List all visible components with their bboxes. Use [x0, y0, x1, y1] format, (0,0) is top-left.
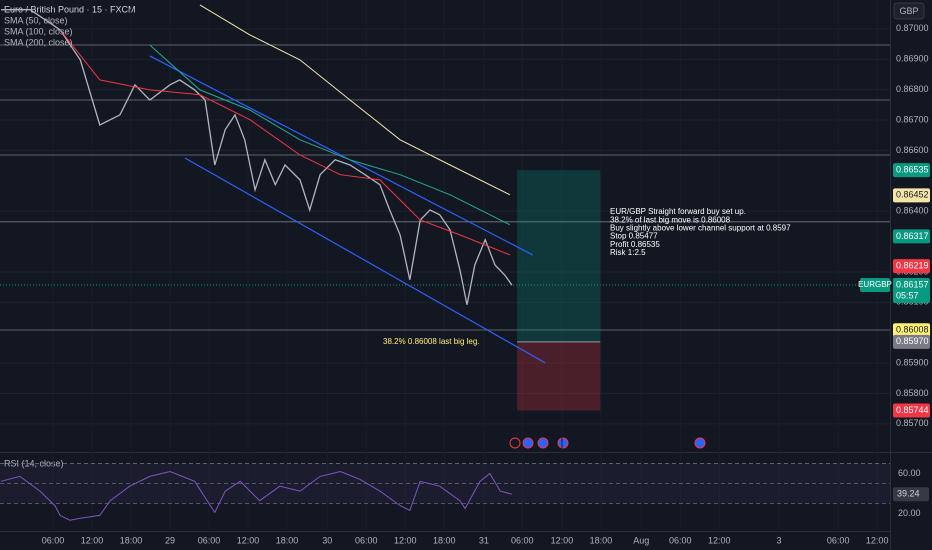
price-label-bg [893, 163, 930, 178]
x-tick-label: 06:00 [198, 535, 221, 545]
event-icon[interactable] [509, 437, 521, 449]
y-tick-label: 0.86900 [896, 54, 929, 64]
legend-entry: SMA (100, close) [4, 26, 73, 36]
y-tick-label: 0.85800 [896, 388, 929, 398]
y-tick-label: 0.86400 [896, 206, 929, 216]
price-label-bg [893, 188, 930, 203]
rsi-title: RSI (14, close) [4, 458, 64, 468]
price-label-bg [893, 323, 930, 338]
event-icon[interactable] [557, 437, 569, 449]
price-label-bg [893, 334, 930, 349]
x-tick-label: 18:00 [433, 535, 456, 545]
x-tick-label: 06:00 [42, 535, 65, 545]
profit-zone [517, 170, 601, 342]
event-icon[interactable] [537, 437, 549, 449]
x-tick-label: 12:00 [81, 535, 104, 545]
price-label: 0.85970 [896, 336, 929, 346]
x-tick-label: 29 [165, 535, 175, 545]
x-tick-label: 12:00 [237, 535, 260, 545]
annotation-text: Buy slightly above lower channel support… [610, 224, 791, 233]
x-tick-label: 06:00 [669, 535, 692, 545]
series-line [1, 9, 513, 305]
annotation-text: Profit 0.86535 [610, 240, 660, 249]
grid [0, 28, 890, 425]
x-tick-label: 31 [479, 535, 489, 545]
rsi-line [0, 470, 513, 521]
annotation-text: Risk 1:2.5 [610, 248, 646, 257]
x-tick-label: 12:00 [708, 535, 731, 545]
y-tick-label: 0.85900 [896, 357, 929, 367]
price-label-bg [893, 229, 930, 244]
trend-line [149, 55, 533, 256]
last-price-bg [893, 278, 930, 304]
x-tick-label: 12:00 [551, 535, 574, 545]
x-tick-label: 12:00 [866, 535, 889, 545]
y-tick-label: 0.85700 [896, 418, 929, 428]
price-label-bg [893, 259, 930, 274]
price-label: 0.86452 [896, 190, 929, 200]
y-tick-label: 60.00 [898, 468, 921, 478]
symbol-tag-bg [860, 278, 890, 293]
x-tick-label: 18:00 [120, 535, 143, 545]
y-tick-label: 0.86600 [896, 145, 929, 155]
price-label: 0.86219 [896, 261, 929, 271]
annotation-text: 38.2% of last big move is 0.86008 [610, 215, 731, 224]
annotation-text: 38.2% 0.86008 last big leg. [383, 337, 480, 346]
legend-entry: SMA (50, close) [4, 15, 68, 25]
x-tick-label: 06:00 [511, 535, 534, 545]
x-tick-label: 06:00 [355, 535, 378, 545]
x-tick-label: 06:00 [827, 535, 850, 545]
price-label: 0.86008 [896, 325, 929, 335]
x-tick-label: 18:00 [590, 535, 613, 545]
chart-title: Euro / British Pound · 15 · FXCM [4, 4, 136, 14]
price-label: 0.86535 [896, 165, 929, 175]
loss-zone [517, 341, 601, 411]
annotation-text: EUR/GBP Straight forward buy set up. [610, 207, 746, 216]
currency[interactable]: GBP [899, 6, 918, 16]
event-icon[interactable] [694, 437, 706, 449]
y-tick-label: 0.86800 [896, 84, 929, 94]
series-line [149, 44, 511, 226]
price-label-bg [893, 403, 930, 418]
rsi-value-label: 39.24 [897, 489, 920, 499]
price-label: 0.85744 [896, 405, 929, 415]
y-tick-label: 0.86700 [896, 114, 929, 124]
symbol-tag: EURGBP [858, 280, 892, 289]
x-tick-label: 30 [322, 535, 332, 545]
rsi-value-tag [893, 487, 929, 502]
y-tick-label: 20.00 [898, 508, 921, 518]
x-tick-label: 3 [777, 535, 782, 545]
series-line [59, 29, 511, 256]
y-tick-label: 0.87000 [896, 23, 929, 33]
price-label: 0.86317 [896, 231, 929, 241]
event-icons [509, 437, 706, 449]
x-tick-label: 18:00 [276, 535, 299, 545]
trend-line [184, 157, 546, 364]
x-tick-label: 12:00 [394, 535, 417, 545]
series-line [199, 4, 511, 196]
annotation-text: Stop 0.85477 [610, 232, 658, 241]
legend-entry: SMA (200, close) [4, 37, 73, 47]
event-icon[interactable] [522, 437, 534, 449]
x-tick-label: Aug [633, 535, 649, 545]
last-price-label: 0.86157 [896, 279, 929, 289]
countdown: 05:57 [896, 290, 919, 300]
currency-button[interactable] [893, 2, 925, 20]
